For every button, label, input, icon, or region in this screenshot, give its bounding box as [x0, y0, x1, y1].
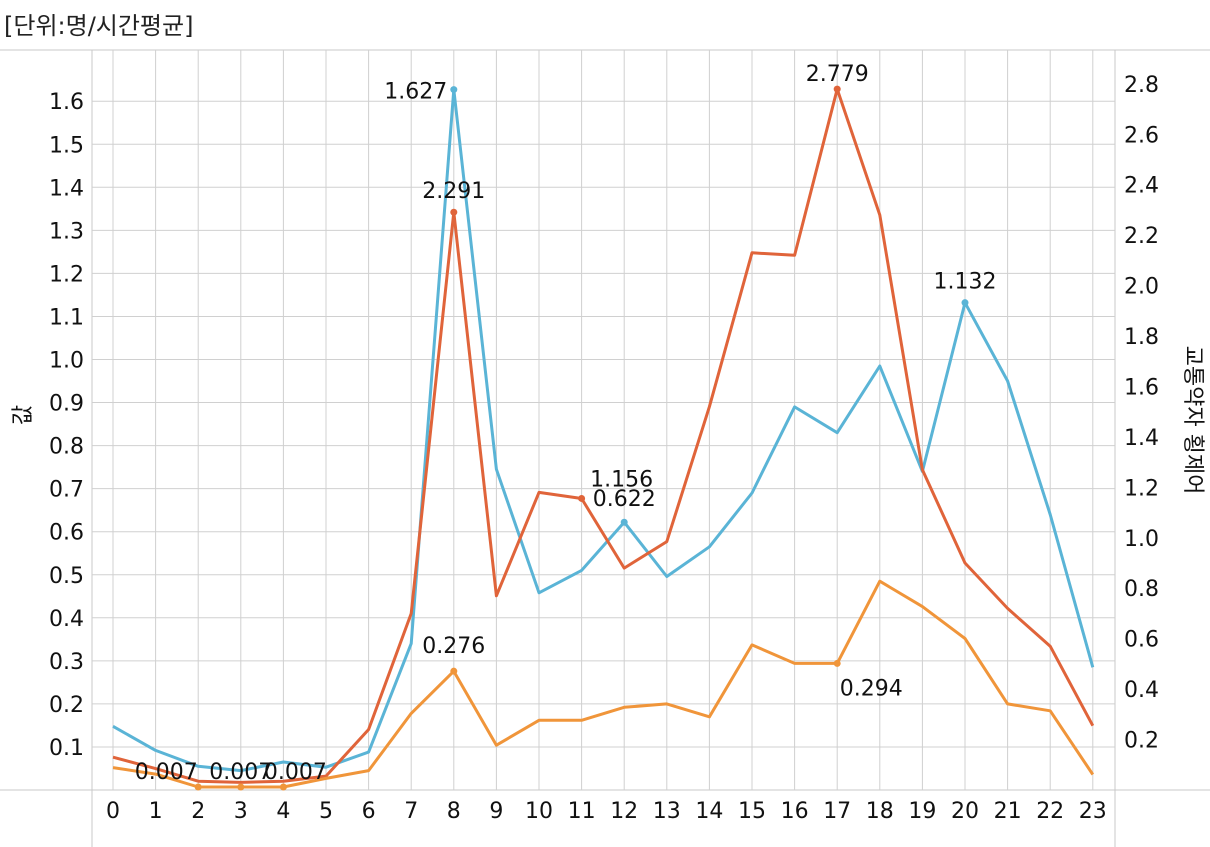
data-point — [961, 299, 969, 307]
data-label: 0.622 — [593, 487, 656, 512]
data-label: 0.007 — [209, 760, 272, 785]
data-label: 0.007 — [135, 760, 198, 785]
x-tick-label: 20 — [951, 799, 979, 824]
right-tick-label: 0.8 — [1124, 577, 1159, 602]
x-tick-label: 21 — [994, 799, 1022, 824]
x-tick-label: 2 — [191, 799, 205, 824]
data-point — [450, 667, 458, 675]
left-tick-label: 1.1 — [49, 305, 84, 330]
x-tick-label: 23 — [1079, 799, 1107, 824]
right-tick-label: 1.8 — [1124, 325, 1159, 350]
data-point — [620, 518, 628, 526]
x-tick-label: 0 — [106, 799, 120, 824]
x-tick-label: 4 — [276, 799, 290, 824]
right-tick-label: 0.4 — [1124, 678, 1159, 703]
x-tick-label: 17 — [823, 799, 851, 824]
data-label: 1.156 — [590, 467, 653, 492]
x-tick-label: 19 — [908, 799, 936, 824]
data-point — [833, 85, 841, 93]
x-tick-label: 6 — [362, 799, 376, 824]
x-tick-label: 13 — [653, 799, 681, 824]
x-tick-label: 8 — [447, 799, 461, 824]
left-tick-label: 0.7 — [49, 478, 84, 503]
right-tick-label: 1.6 — [1124, 375, 1159, 400]
left-tick-label: 0.4 — [49, 607, 84, 632]
data-label: 1.627 — [384, 80, 447, 105]
right-tick-label: 1.0 — [1124, 527, 1159, 552]
left-tick-label: 1.0 — [49, 349, 84, 374]
series-line-0 — [112, 88, 1095, 773]
left-axis-title: 값 — [11, 405, 36, 425]
left-tick-label: 1.3 — [49, 219, 84, 244]
left-tick-label: 1.4 — [49, 176, 84, 201]
data-label: 2.779 — [806, 62, 869, 87]
x-tick-label: 10 — [525, 799, 553, 824]
right-tick-label: 2.2 — [1124, 224, 1159, 249]
x-tick-label: 11 — [568, 799, 596, 824]
left-tick-label: 0.1 — [49, 736, 84, 761]
left-tick-label: 0.8 — [49, 435, 84, 460]
data-point — [194, 783, 202, 791]
x-tick-label: 15 — [738, 799, 766, 824]
left-tick-label: 1.5 — [49, 133, 84, 158]
x-tick-label: 18 — [866, 799, 894, 824]
right-tick-label: 2.6 — [1124, 123, 1159, 148]
x-tick-label: 12 — [610, 799, 638, 824]
x-tick-label: 5 — [319, 799, 333, 824]
right-tick-label: 2.0 — [1124, 275, 1159, 300]
x-tick-label: 16 — [781, 799, 809, 824]
left-axis-ticks: 0.1 0.2 0.3 0.4 0.5 0.6 0.7 0.8 0.9 1.0 1.1 1.2 1.3 1… — [49, 90, 84, 761]
data-point — [578, 494, 586, 502]
series-line-1 — [112, 87, 1095, 784]
data-point — [450, 208, 458, 216]
series-line-2 — [112, 579, 1095, 789]
right-axis-ticks: 0.2 0.4 0.6 0.8 1.0 1.2 1.4 1.6 1.8 2.0 2.2 2.4 2.6 2… — [1124, 73, 1159, 754]
right-tick-label: 2.4 — [1124, 174, 1159, 199]
x-axis-ticks: 0 1 2 3 4 5 6 7 8 9 10 11 12 13 14 15 16 17 18 19 20 21 22 23 — [106, 799, 1107, 824]
data-point — [279, 783, 287, 791]
left-tick-label: 1.6 — [49, 90, 84, 115]
right-tick-label: 0.6 — [1124, 628, 1159, 653]
right-tick-label: 1.2 — [1124, 476, 1159, 501]
data-point — [237, 783, 245, 791]
right-tick-label: 1.4 — [1124, 426, 1159, 451]
data-label: 0.276 — [422, 634, 485, 659]
data-label: 0.294 — [840, 676, 903, 701]
data-label: 2.291 — [422, 179, 485, 204]
right-tick-label: 0.2 — [1124, 729, 1159, 754]
left-tick-label: 0.5 — [49, 564, 84, 589]
x-tick-label: 14 — [695, 799, 723, 824]
x-tick-label: 22 — [1036, 799, 1064, 824]
series-group — [112, 85, 1095, 791]
left-tick-label: 1.2 — [49, 262, 84, 287]
data-point — [450, 86, 458, 94]
x-tick-label: 9 — [489, 799, 503, 824]
data-label: 1.132 — [934, 270, 997, 295]
left-tick-label: 0.6 — [49, 521, 84, 546]
data-point — [833, 659, 841, 667]
left-tick-label: 0.3 — [49, 650, 84, 675]
right-tick-label: 2.8 — [1124, 73, 1159, 98]
right-axis-title: 교통약자 횡제어 — [1180, 346, 1205, 495]
left-tick-label: 0.9 — [49, 392, 84, 417]
x-tick-label: 1 — [149, 799, 163, 824]
x-tick-label: 7 — [404, 799, 418, 824]
left-tick-label: 0.2 — [49, 693, 84, 718]
data-label: 0.007 — [264, 760, 327, 785]
x-tick-label: 3 — [234, 799, 248, 824]
unit-label: [단위:명/시간평균] — [4, 12, 194, 40]
